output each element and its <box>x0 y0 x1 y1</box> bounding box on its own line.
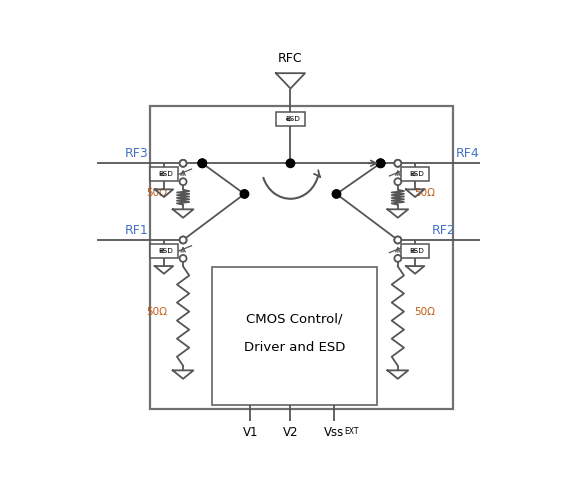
Bar <box>276 112 305 126</box>
Text: ESD: ESD <box>285 116 300 122</box>
Bar <box>401 244 429 257</box>
Text: 50Ω: 50Ω <box>414 188 435 198</box>
Bar <box>212 267 377 405</box>
Circle shape <box>394 237 401 244</box>
Text: RFC: RFC <box>278 52 303 65</box>
Text: RF1: RF1 <box>125 224 149 237</box>
Circle shape <box>180 178 186 185</box>
Text: RF2: RF2 <box>432 224 455 237</box>
Text: CMOS Control/: CMOS Control/ <box>246 312 342 325</box>
Text: ESD: ESD <box>409 171 425 177</box>
Text: Driver and ESD: Driver and ESD <box>244 341 345 354</box>
Text: EXT: EXT <box>345 427 359 436</box>
Circle shape <box>180 160 186 167</box>
Circle shape <box>180 237 186 244</box>
Bar <box>150 167 178 181</box>
Circle shape <box>376 159 385 167</box>
Bar <box>150 106 453 409</box>
Text: ESD: ESD <box>409 248 425 253</box>
Text: ESD: ESD <box>158 248 173 253</box>
Circle shape <box>180 160 186 167</box>
Circle shape <box>180 255 186 262</box>
Circle shape <box>180 237 186 244</box>
Text: 50Ω: 50Ω <box>414 307 435 317</box>
Text: RF4: RF4 <box>455 147 479 160</box>
Text: RF3: RF3 <box>125 147 149 160</box>
Circle shape <box>286 159 294 167</box>
Text: V2: V2 <box>283 426 298 439</box>
Circle shape <box>332 190 341 198</box>
Text: Vss: Vss <box>324 426 344 439</box>
Circle shape <box>394 178 401 185</box>
Circle shape <box>240 190 249 198</box>
Circle shape <box>394 160 401 167</box>
Text: V1: V1 <box>243 426 258 439</box>
Circle shape <box>376 159 385 167</box>
Text: ESD: ESD <box>158 171 173 177</box>
Circle shape <box>198 159 207 167</box>
Circle shape <box>198 159 207 167</box>
Bar <box>401 167 429 181</box>
Circle shape <box>394 237 401 244</box>
Bar <box>150 244 178 257</box>
Circle shape <box>394 255 401 262</box>
Circle shape <box>394 160 401 167</box>
Text: 50Ω: 50Ω <box>146 307 167 317</box>
Text: 50Ω: 50Ω <box>146 188 167 198</box>
